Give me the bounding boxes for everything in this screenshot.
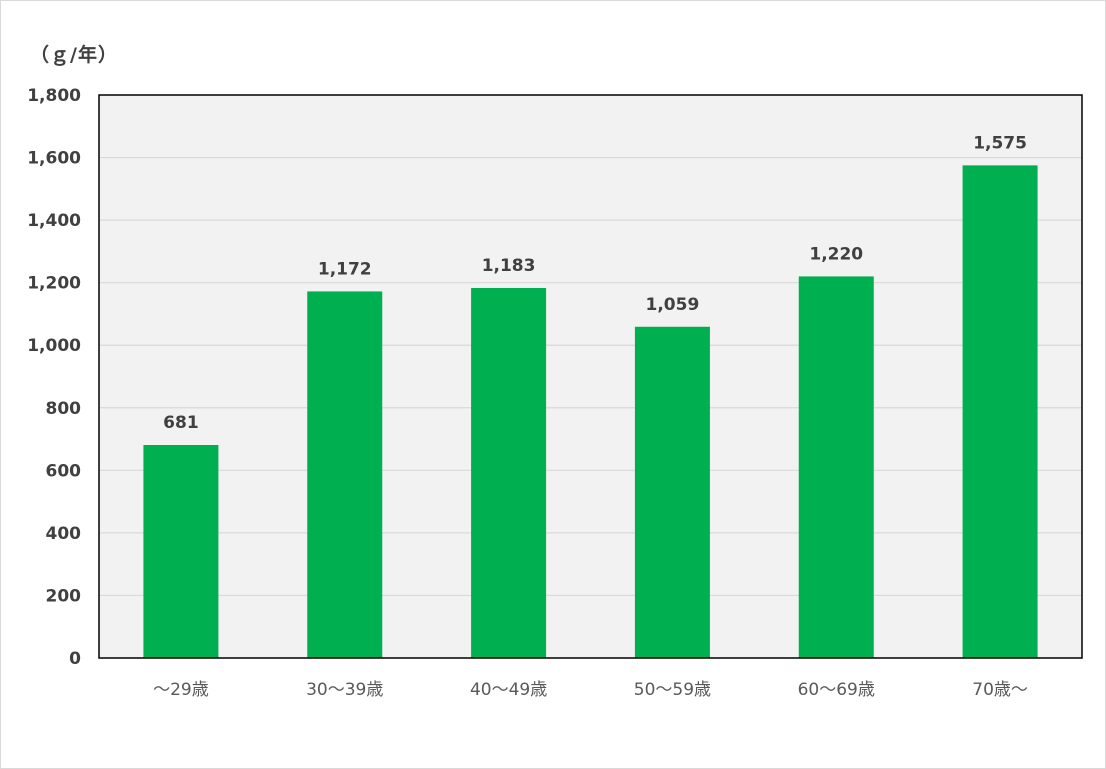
x-tick-label: 40～49歳 [470, 680, 547, 700]
data-label: 1,575 [973, 133, 1027, 153]
plot-border [98, 94, 1083, 659]
x-tick-label: 70歳～ [972, 680, 1028, 700]
y-tick-label: 1,200 [27, 274, 81, 294]
y-tick-label: 400 [46, 524, 82, 544]
y-tick-label: 1,400 [27, 211, 81, 231]
bar [143, 444, 219, 658]
y-tick-label: 800 [46, 399, 82, 419]
y-tick-label: 0 [69, 649, 81, 669]
data-label: 1,220 [809, 244, 863, 264]
x-axis-ticks: ～29歳 30～39歳 40～49歳 50～59歳 60～69歳 70歳～ [153, 680, 1028, 700]
bar [471, 287, 547, 658]
y-tick-label: 200 [46, 586, 82, 606]
y-tick-label: 1,800 [27, 86, 81, 106]
x-tick-label: ～29歳 [153, 680, 209, 700]
data-label: 1,172 [318, 259, 372, 279]
gridlines [99, 156, 1082, 597]
data-label: 1,183 [482, 256, 536, 276]
y-tick-label: 600 [46, 461, 82, 481]
bar [634, 326, 710, 658]
data-labels: 681 1,172 1,183 1,059 1,220 1,575 [163, 133, 1027, 433]
bar [798, 276, 874, 658]
x-tick-label: 60～69歳 [798, 680, 875, 700]
y-axis-ticks: 0 200 400 600 800 1,000 1,200 1,400 1,600 1,800 [27, 86, 81, 669]
y-tick-label: 1,000 [27, 336, 81, 356]
x-tick-label: 50～59歳 [634, 680, 711, 700]
bars [143, 165, 1038, 658]
data-label: 681 [163, 413, 199, 433]
y-tick-label: 1,600 [27, 149, 81, 169]
data-label: 1,059 [646, 295, 700, 315]
x-tick-label: 30～39歳 [306, 680, 383, 700]
bar [962, 165, 1038, 658]
plot-area [99, 95, 1082, 658]
y-axis-unit-label: （ｇ/年） [30, 44, 118, 66]
bar [307, 291, 383, 658]
